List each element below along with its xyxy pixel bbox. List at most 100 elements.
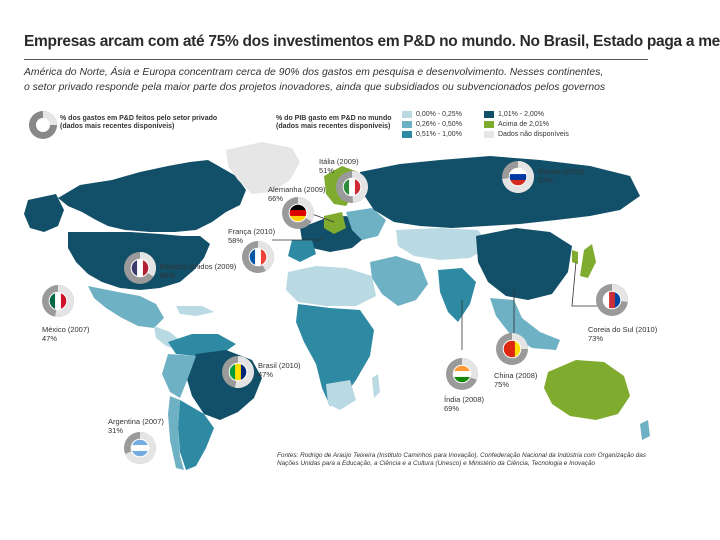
legend-bin-0: 0,00% - 0,25% bbox=[402, 111, 462, 118]
leader-lines bbox=[272, 213, 606, 350]
flag-franca-ring bbox=[248, 247, 268, 267]
label-italia: Itália (2009) 51% bbox=[319, 157, 359, 175]
pie-eua bbox=[124, 252, 157, 284]
region-middle-east bbox=[370, 256, 428, 306]
flag-eua-ring bbox=[130, 258, 150, 278]
region-canada bbox=[58, 160, 246, 232]
pie-argentina bbox=[124, 432, 156, 464]
label-italia-value: 51% bbox=[319, 165, 335, 175]
legend-bin-1: 0,26% - 0,50% bbox=[402, 121, 462, 128]
label-italia-name: Itália (2009) bbox=[319, 157, 359, 166]
region-greenland bbox=[226, 142, 300, 194]
flag-russia-ring bbox=[508, 167, 528, 187]
label-coreia: Coreia do Sul (2010) 73% bbox=[588, 325, 658, 343]
leader-line-franca bbox=[272, 237, 323, 241]
region-chile bbox=[168, 396, 184, 470]
flag-india-icon bbox=[453, 365, 471, 383]
subtitle-line-1: América do Norte, Ásia e Europa concentr… bbox=[24, 67, 604, 78]
pie-india bbox=[446, 358, 478, 390]
region-north-africa bbox=[286, 266, 376, 306]
label-alemanha-name: Alemanha (2009) bbox=[268, 185, 326, 194]
label-eua: Estados Unidos (2009) 66% bbox=[160, 262, 236, 280]
pie-italia bbox=[336, 171, 369, 203]
legend-swatch bbox=[402, 121, 412, 128]
pie-brasil bbox=[222, 356, 255, 388]
pie-legend-text: % dos gastos em P&D feitos pelo setor pr… bbox=[60, 115, 218, 130]
legend-swatch bbox=[484, 111, 494, 118]
region-germany bbox=[324, 212, 346, 234]
label-coreia-value: 73% bbox=[588, 333, 604, 343]
region-australia bbox=[544, 360, 630, 420]
region-southeast-asia bbox=[490, 298, 560, 350]
legend-swatch bbox=[484, 131, 494, 138]
flag-eua-icon bbox=[131, 259, 149, 277]
label-russia-value: 27% bbox=[538, 175, 554, 185]
region-colombia-venezuela bbox=[168, 334, 236, 356]
label-franca-value: 58% bbox=[228, 235, 244, 245]
flag-argentina-icon bbox=[131, 439, 149, 457]
legend-bin-label: 0,26% - 0,50% bbox=[416, 121, 462, 128]
region-korea bbox=[572, 250, 578, 264]
gdp-legend-title: % do PIB gasto em P&D no mundo (dados ma… bbox=[276, 115, 392, 130]
pie-russia bbox=[502, 161, 534, 193]
label-argentina-name: Argentina (2007) bbox=[108, 417, 164, 426]
flag-italia-ring bbox=[342, 177, 362, 197]
label-argentina: Argentina (2007) 31% bbox=[108, 417, 164, 435]
region-india bbox=[438, 268, 476, 322]
flag-alemanha-icon bbox=[289, 204, 307, 222]
region-russia bbox=[360, 156, 640, 228]
flag-italia-icon bbox=[343, 178, 361, 196]
region-brazil bbox=[186, 350, 262, 420]
region-china bbox=[476, 228, 572, 300]
legend-bin-5: Dados não disponíveis bbox=[484, 131, 569, 138]
flag-russia-icon bbox=[509, 168, 527, 186]
label-mexico-name: México (2007) bbox=[42, 325, 90, 334]
label-brasil: Brasil (2010) 47% bbox=[258, 361, 301, 379]
flag-brasil-icon bbox=[229, 363, 247, 381]
label-mexico: México (2007) 47% bbox=[42, 325, 90, 343]
label-india-name: Índia (2008) bbox=[444, 395, 485, 404]
flag-coreia-ring bbox=[602, 290, 622, 310]
flag-alemanha-ring bbox=[288, 203, 308, 223]
legend-swatch bbox=[402, 131, 412, 138]
label-russia: Rússia (2010) 27% bbox=[538, 167, 585, 185]
subtitle-line-2: o setor privado responde pela maior part… bbox=[24, 82, 606, 93]
flag-argentina-ring bbox=[130, 438, 150, 458]
region-japan bbox=[580, 244, 596, 278]
region-western-europe bbox=[300, 216, 364, 252]
label-alemanha: Alemanha (2009) 66% bbox=[268, 185, 326, 203]
region-caribbean bbox=[176, 306, 214, 316]
flag-franca-icon bbox=[249, 248, 267, 266]
legend-swatch bbox=[402, 111, 412, 118]
label-india-value: 69% bbox=[444, 403, 460, 413]
title-divider bbox=[24, 59, 648, 60]
pie-coreia bbox=[596, 284, 628, 316]
region-southern-africa bbox=[326, 380, 356, 410]
sources-note: Fontes: Rodrigo de Araújo Teixeira (Inst… bbox=[277, 452, 646, 468]
flag-mexico-icon bbox=[49, 292, 67, 310]
legend-bin-3: 1,01% - 2,00% bbox=[484, 111, 544, 118]
legend-bin-label: 0,00% - 0,25% bbox=[416, 111, 462, 118]
label-coreia-name: Coreia do Sul (2010) bbox=[588, 325, 658, 334]
label-franca: França (2010) 58% bbox=[228, 227, 276, 245]
label-alemanha-value: 66% bbox=[268, 193, 284, 203]
flag-china-ring bbox=[502, 339, 522, 359]
map-title: Empresas arcam com até 75% dos investime… bbox=[24, 33, 720, 50]
legend-bin-2: 0,51% - 1,00% bbox=[402, 131, 462, 138]
legend-bin-label: 1,01% - 2,00% bbox=[498, 111, 544, 118]
region-mexico bbox=[88, 286, 164, 328]
flag-brasil-ring bbox=[228, 362, 248, 382]
legend-bin-label: 0,51% - 1,00% bbox=[416, 131, 462, 138]
label-franca-name: França (2010) bbox=[228, 227, 276, 236]
pie-alemanha bbox=[282, 197, 314, 229]
label-india: Índia (2008) 69% bbox=[444, 395, 485, 413]
flag-coreia-icon bbox=[603, 291, 621, 309]
pie-china bbox=[496, 333, 528, 365]
region-sub-saharan-africa bbox=[296, 304, 374, 406]
leader-line-coreia bbox=[571, 261, 606, 307]
region-andes bbox=[162, 354, 196, 398]
flag-india-ring bbox=[452, 364, 472, 384]
region-madagascar bbox=[372, 374, 380, 398]
label-china-value: 75% bbox=[494, 379, 510, 389]
